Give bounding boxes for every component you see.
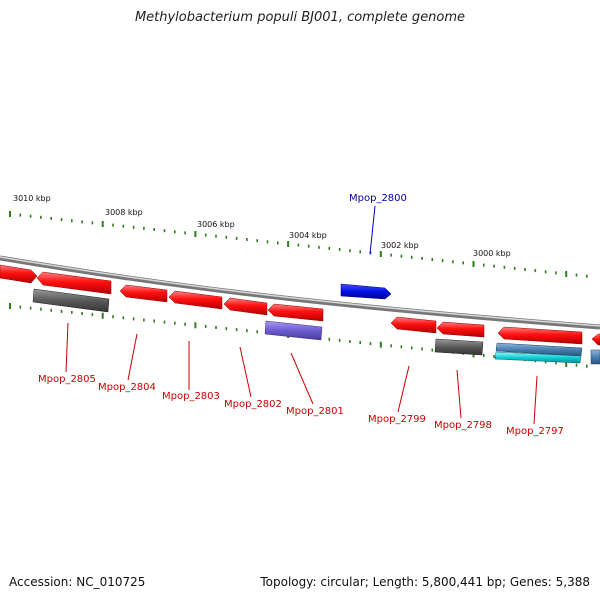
feature-box[interactable] [434, 338, 484, 356]
leader-lines [65, 322, 538, 425]
feature-box[interactable] [494, 351, 582, 364]
ruler-label: 3000 kbp [473, 249, 511, 258]
gene-arrow[interactable] [497, 326, 583, 345]
gene-arrow[interactable] [390, 316, 437, 334]
genome-backbone [0, 255, 600, 330]
tick-marks-upper [9, 211, 588, 278]
ruler-label: 3004 kbp [289, 231, 327, 240]
gene-label-mpop-2800[interactable]: Mpop_2800 [349, 193, 407, 204]
page-title: Methylobacterium populi BJ001, complete … [134, 10, 466, 25]
ruler-label: 3006 kbp [197, 220, 235, 229]
gene-arrow[interactable] [591, 333, 600, 346]
feature-boxes [32, 288, 600, 365]
ruler-label: 3010 kbp [13, 194, 51, 203]
gene-arrow[interactable] [0, 264, 38, 284]
gene-label-mpop-2798[interactable]: Mpop_2798 [434, 420, 492, 431]
gene-label-mpop-2802[interactable]: Mpop_2802 [224, 399, 282, 410]
feature-box[interactable] [32, 288, 110, 313]
feature-box[interactable] [264, 320, 323, 341]
ruler-label: 3002 kbp [381, 241, 419, 250]
gene-arrow[interactable] [267, 303, 324, 322]
gene-arrow[interactable] [119, 284, 168, 303]
leader-line-mpop-2800 [369, 205, 376, 255]
gene-label-mpop-2804[interactable]: Mpop_2804 [98, 382, 156, 393]
gene-mpop-2800-arrow[interactable] [340, 283, 392, 300]
accession-text: Accession: NC_010725 [9, 575, 146, 589]
gene-arrow[interactable] [223, 297, 268, 316]
ruler-label: 3008 kbp [105, 208, 143, 217]
gene-arrow[interactable] [436, 321, 485, 338]
gene-label-mpop-2799[interactable]: Mpop_2799 [368, 414, 426, 425]
gene-label-mpop-2805[interactable]: Mpop_2805 [38, 374, 96, 385]
gene-label-mpop-2801[interactable]: Mpop_2801 [286, 406, 344, 417]
gene-arrow[interactable] [36, 271, 112, 295]
gene-label-mpop-2803[interactable]: Mpop_2803 [162, 391, 220, 402]
feature-box[interactable] [590, 349, 600, 365]
genome-backbone-highlight [0, 256, 600, 327]
gene-label-mpop-2797[interactable]: Mpop_2797 [506, 426, 564, 437]
cds-arrows-reverse [0, 264, 600, 346]
gene-arrow[interactable] [168, 290, 223, 310]
genome-summary-text: Topology: circular; Length: 5,800,441 bp… [260, 575, 590, 589]
